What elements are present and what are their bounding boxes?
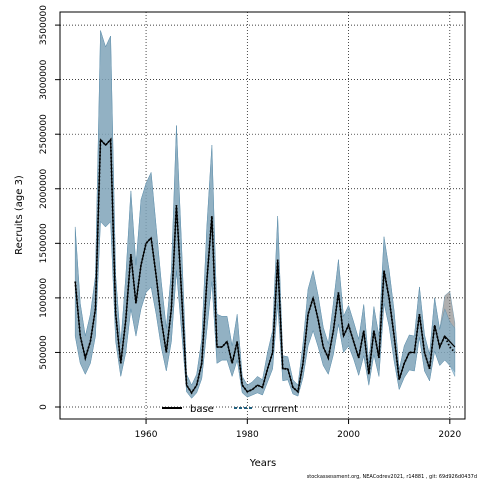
- y-axis: 0 500000 1000000 1500000 2000000 2500000 30000…: [39, 5, 60, 410]
- y-tick-label: 3000000: [39, 59, 49, 99]
- current-interval-band: [74, 30, 456, 399]
- y-tick-label: 3500000: [39, 5, 49, 45]
- x-axis-label: Years: [249, 458, 276, 469]
- footer-credit: stockassessment.org, NEACodrev2021, r148…: [307, 474, 477, 480]
- x-tick-label: 2000: [337, 430, 360, 440]
- x-tick-label: 2020: [438, 430, 461, 440]
- legend-base-label: base: [190, 404, 214, 415]
- x-axis: 1960 1980 2000 2020: [135, 419, 462, 440]
- plot-frame: [59, 11, 466, 420]
- x-tick-label: 1960: [135, 430, 158, 440]
- current-series-line: [74, 137, 456, 395]
- x-tick-label: 1980: [236, 430, 259, 440]
- legend: base current: [162, 404, 298, 415]
- y-axis-label: Recruits (age 3): [14, 175, 25, 255]
- y-tick-label: 1000000: [39, 278, 49, 318]
- y-tick-label: 0: [39, 404, 49, 410]
- y-tick-label: 2500000: [39, 114, 49, 154]
- y-tick-label: 2000000: [39, 168, 49, 208]
- legend-current-label: current: [262, 404, 298, 415]
- y-tick-label: 1500000: [39, 223, 49, 263]
- series-lines: [74, 137, 456, 395]
- y-tick-label: 500000: [39, 335, 49, 370]
- confidence-bands: [74, 30, 456, 399]
